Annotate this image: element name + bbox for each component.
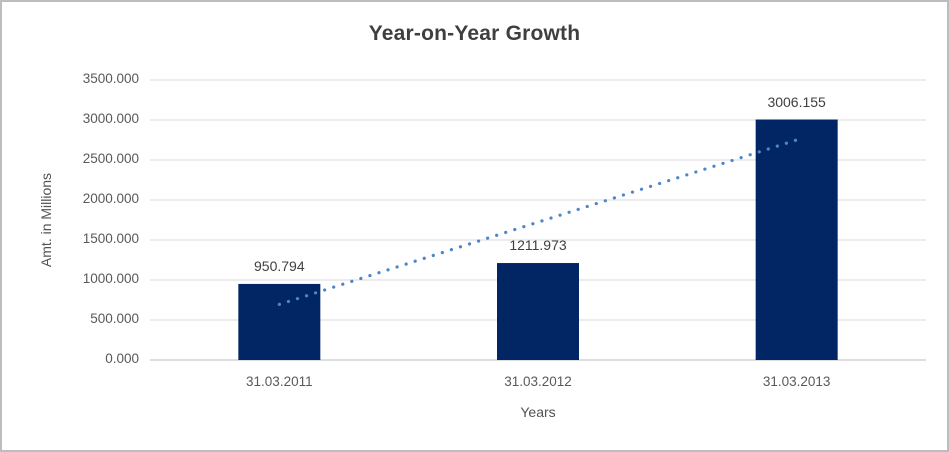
y-tick-label: 2000.000: [82, 191, 139, 206]
x-axis-title: Years: [520, 404, 556, 420]
bar-value-label: 950.794: [254, 257, 305, 274]
bar-31.03.2013: [755, 119, 838, 360]
y-tick-label: 1000.000: [82, 271, 139, 286]
x-tick-label: 31.03.2011: [246, 374, 313, 389]
x-tick-label: 31.03.2013: [762, 374, 831, 389]
y-tick-label: 2500.000: [82, 151, 139, 166]
bar-31.03.2012: [497, 263, 579, 360]
bar-value-label: 1211.973: [509, 237, 567, 254]
y-tick-label: 3000.000: [82, 111, 139, 126]
y-tick-label: 500.000: [90, 311, 139, 326]
y-tick-label: 3500.000: [82, 71, 139, 86]
y-tick-label: 1500.000: [82, 231, 139, 246]
y-tick-label: 0.000: [105, 351, 139, 366]
chart-title: Year-on-Year Growth: [368, 22, 581, 45]
bar-value-label: 3006.155: [767, 93, 826, 110]
x-tick-label: 31.03.2012: [504, 374, 572, 389]
